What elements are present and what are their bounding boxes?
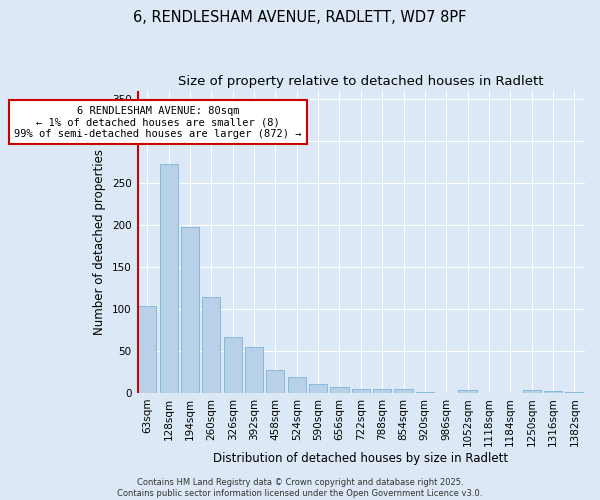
Bar (245, 348, 263, 393)
Bar (309, 384, 327, 393)
Bar (416, 392, 434, 393)
Bar (202, 297, 220, 393)
Text: 6 RENDLESHAM AVENUE: 80sqm
← 1% of detached houses are smaller (8)
99% of semi-d: 6 RENDLESHAM AVENUE: 80sqm ← 1% of detac… (14, 106, 302, 139)
Text: Contains HM Land Registry data © Crown copyright and database right 2025.
Contai: Contains HM Land Registry data © Crown c… (118, 478, 482, 498)
Bar (352, 390, 370, 393)
Title: Size of property relative to detached houses in Radlett: Size of property relative to detached ho… (178, 75, 544, 88)
Bar (565, 392, 583, 393)
Bar (138, 306, 157, 393)
Bar (266, 370, 284, 393)
Y-axis label: Number of detached properties: Number of detached properties (94, 148, 106, 334)
Bar (287, 377, 306, 393)
Bar (160, 164, 178, 393)
Bar (224, 336, 242, 393)
Bar (523, 390, 541, 393)
Text: 6, RENDLESHAM AVENUE, RADLETT, WD7 8PF: 6, RENDLESHAM AVENUE, RADLETT, WD7 8PF (133, 10, 467, 25)
X-axis label: Distribution of detached houses by size in Radlett: Distribution of detached houses by size … (213, 452, 508, 465)
Bar (331, 387, 349, 393)
Bar (373, 388, 391, 393)
Bar (544, 391, 562, 393)
Bar (458, 390, 476, 393)
Bar (181, 228, 199, 393)
Bar (394, 390, 413, 393)
